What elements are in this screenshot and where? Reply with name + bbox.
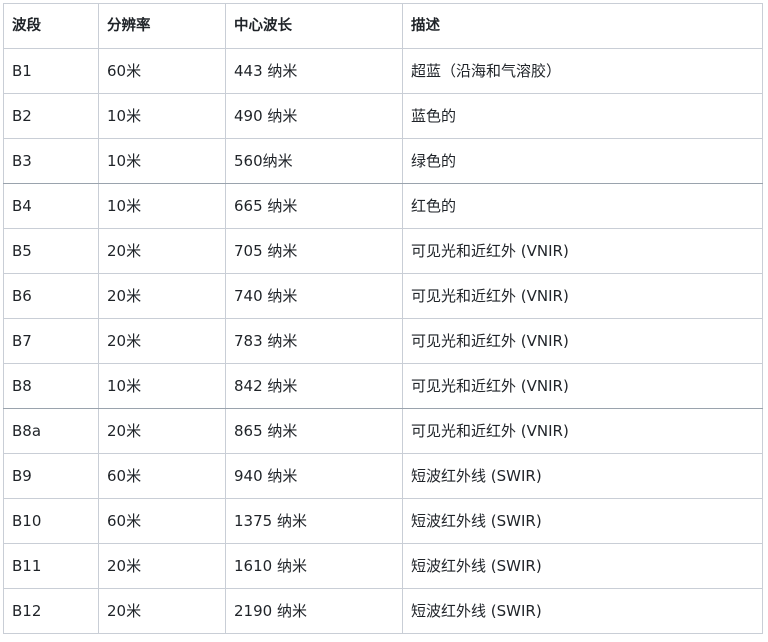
cell-resolution: 20米 [98, 228, 226, 274]
cell-band: B12 [3, 588, 99, 634]
cell-resolution: 60米 [98, 498, 226, 544]
cell-wavelength: 740 纳米 [225, 273, 403, 319]
cell-description: 可见光和近红外 (VNIR) [402, 408, 763, 454]
cell-description: 可见光和近红外 (VNIR) [402, 228, 763, 274]
cell-resolution: 10米 [98, 363, 226, 409]
cell-resolution: 10米 [98, 183, 226, 229]
cell-wavelength: 560纳米 [225, 138, 403, 184]
cell-description: 红色的 [402, 183, 763, 229]
cell-wavelength: 940 纳米 [225, 453, 403, 499]
cell-resolution: 10米 [98, 138, 226, 184]
header-wavelength: 中心波长 [225, 3, 403, 49]
cell-band: B7 [3, 318, 99, 364]
table-row: B9 60米 940 纳米 短波红外线 (SWIR) [3, 453, 763, 499]
cell-band: B8a [3, 408, 99, 454]
cell-wavelength: 1610 纳米 [225, 543, 403, 589]
table-row: B3 10米 560纳米 绿色的 [3, 138, 763, 184]
cell-band: B5 [3, 228, 99, 274]
cell-description: 绿色的 [402, 138, 763, 184]
cell-description: 短波红外线 (SWIR) [402, 588, 763, 634]
cell-wavelength: 665 纳米 [225, 183, 403, 229]
cell-resolution: 20米 [98, 408, 226, 454]
cell-wavelength: 783 纳米 [225, 318, 403, 364]
header-row: 波段 分辨率 中心波长 描述 [3, 3, 763, 49]
cell-description: 可见光和近红外 (VNIR) [402, 363, 763, 409]
cell-band: B6 [3, 273, 99, 319]
cell-wavelength: 865 纳米 [225, 408, 403, 454]
cell-description: 蓝色的 [402, 93, 763, 139]
cell-wavelength: 443 纳米 [225, 48, 403, 94]
table-row: B11 20米 1610 纳米 短波红外线 (SWIR) [3, 543, 763, 589]
cell-band: B4 [3, 183, 99, 229]
header-band: 波段 [3, 3, 99, 49]
cell-band: B3 [3, 138, 99, 184]
header-resolution: 分辨率 [98, 3, 226, 49]
cell-description: 超蓝（沿海和气溶胶） [402, 48, 763, 94]
cell-band: B10 [3, 498, 99, 544]
cell-band: B9 [3, 453, 99, 499]
table-header: 波段 分辨率 中心波长 描述 [3, 3, 763, 49]
cell-band: B1 [3, 48, 99, 94]
cell-band: B2 [3, 93, 99, 139]
cell-resolution: 60米 [98, 48, 226, 94]
table-body: B1 60米 443 纳米 超蓝（沿海和气溶胶） B2 10米 490 纳米 蓝… [3, 48, 763, 634]
cell-description: 短波红外线 (SWIR) [402, 543, 763, 589]
cell-wavelength: 1375 纳米 [225, 498, 403, 544]
table-row: B4 10米 665 纳米 红色的 [3, 183, 763, 229]
header-description: 描述 [402, 3, 763, 49]
table-row: B5 20米 705 纳米 可见光和近红外 (VNIR) [3, 228, 763, 274]
table-row: B6 20米 740 纳米 可见光和近红外 (VNIR) [3, 273, 763, 319]
table-row: B8a 20米 865 纳米 可见光和近红外 (VNIR) [3, 408, 763, 454]
cell-description: 短波红外线 (SWIR) [402, 498, 763, 544]
cell-resolution: 20米 [98, 588, 226, 634]
cell-resolution: 10米 [98, 93, 226, 139]
table-row: B7 20米 783 纳米 可见光和近红外 (VNIR) [3, 318, 763, 364]
cell-wavelength: 490 纳米 [225, 93, 403, 139]
cell-wavelength: 842 纳米 [225, 363, 403, 409]
cell-resolution: 20米 [98, 543, 226, 589]
table-row: B10 60米 1375 纳米 短波红外线 (SWIR) [3, 498, 763, 544]
cell-description: 可见光和近红外 (VNIR) [402, 318, 763, 364]
cell-description: 短波红外线 (SWIR) [402, 453, 763, 499]
table-row: B1 60米 443 纳米 超蓝（沿海和气溶胶） [3, 48, 763, 94]
cell-resolution: 20米 [98, 318, 226, 364]
band-table: 波段 分辨率 中心波长 描述 B1 60米 443 纳米 超蓝（沿海和气溶胶） … [3, 3, 763, 634]
cell-band: B8 [3, 363, 99, 409]
table-row: B12 20米 2190 纳米 短波红外线 (SWIR) [3, 588, 763, 634]
cell-resolution: 20米 [98, 273, 226, 319]
cell-resolution: 60米 [98, 453, 226, 499]
table-row: B8 10米 842 纳米 可见光和近红外 (VNIR) [3, 363, 763, 409]
cell-wavelength: 2190 纳米 [225, 588, 403, 634]
cell-description: 可见光和近红外 (VNIR) [402, 273, 763, 319]
cell-wavelength: 705 纳米 [225, 228, 403, 274]
table-row: B2 10米 490 纳米 蓝色的 [3, 93, 763, 139]
cell-band: B11 [3, 543, 99, 589]
